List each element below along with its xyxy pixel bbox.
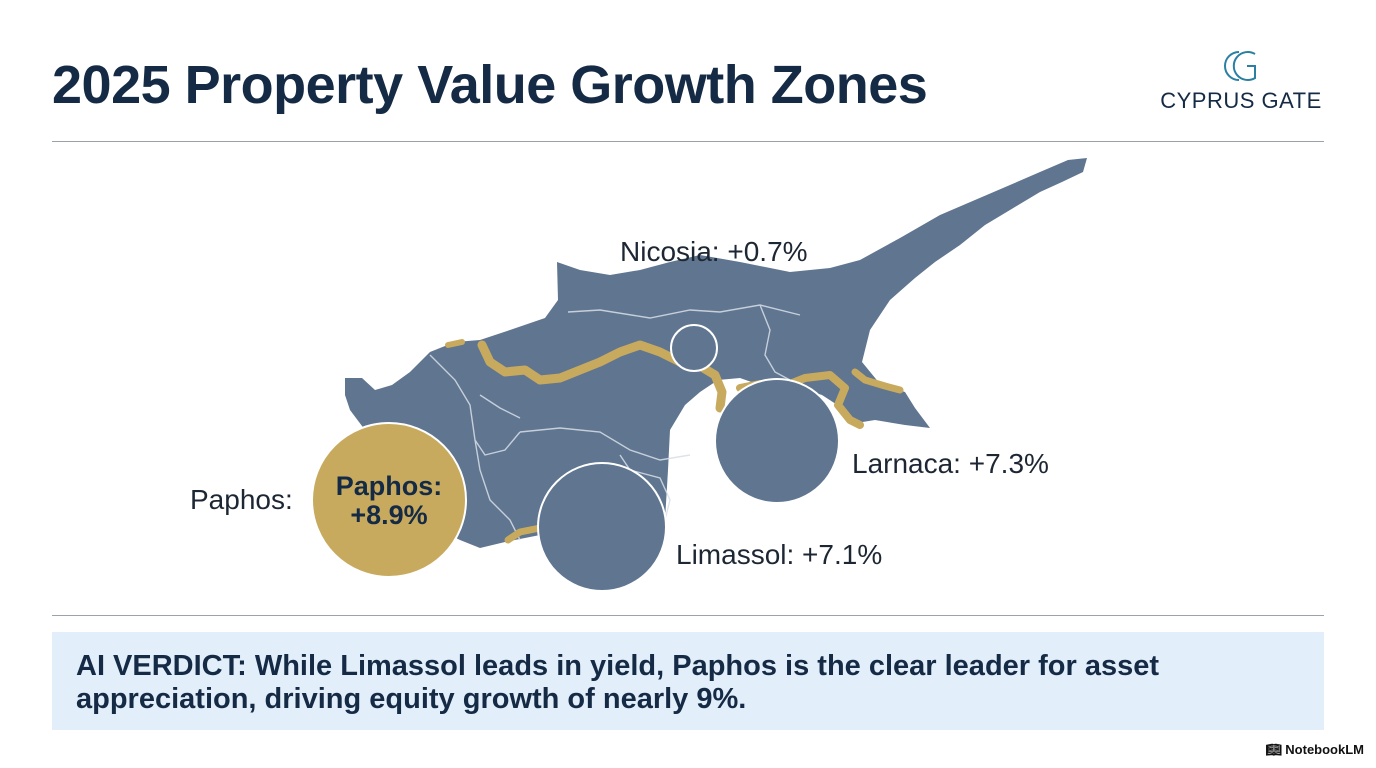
notebooklm-icon: 📖︎	[1265, 742, 1283, 757]
nicosia-label: Nicosia: +0.7%	[620, 236, 808, 267]
paphos-bubble	[311, 422, 467, 578]
ai-verdict-box: AI VERDICT: While Limassol leads in yiel…	[52, 632, 1324, 730]
limassol-label: Limassol: +7.1%	[676, 539, 883, 570]
cyprus-map	[311, 158, 1087, 592]
notebooklm-badge: 📖︎ NotebookLM	[1266, 742, 1364, 758]
limassol-bubble	[537, 462, 667, 592]
ai-verdict-text: AI VERDICT: While Limassol leads in yiel…	[76, 650, 1160, 716]
nicosia-bubble	[670, 324, 718, 372]
larnaca-label: Larnaca: +7.3%	[852, 448, 1049, 479]
larnaca-bubble	[714, 378, 840, 504]
logo-text: CYPRUS GATE	[1160, 88, 1322, 113]
cg-monogram-icon	[1224, 51, 1256, 81]
page-title: 2025 Property Value Growth Zones	[52, 55, 928, 115]
district-boundaries	[429, 304, 801, 541]
paphos-label: Paphos:	[190, 484, 293, 515]
paphos-bubble-label: Paphos: +8.9%	[335, 471, 443, 531]
header-divider	[52, 141, 1324, 142]
cyprus-gate-logo: CYPRUS GATE	[1156, 46, 1326, 114]
brand-text: NotebookLM	[1285, 742, 1364, 757]
footer-divider	[52, 615, 1324, 616]
